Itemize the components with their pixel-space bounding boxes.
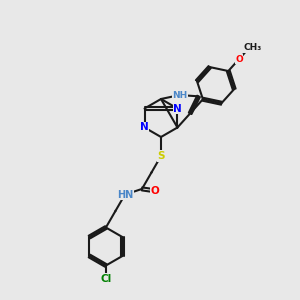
Text: CH₃: CH₃ <box>243 43 261 52</box>
Text: S: S <box>157 151 165 161</box>
Text: N: N <box>140 122 149 133</box>
Text: NH: NH <box>172 91 187 100</box>
Text: Cl: Cl <box>100 274 112 284</box>
Text: N: N <box>173 103 182 113</box>
Text: O: O <box>151 186 160 196</box>
Text: HN: HN <box>117 190 133 200</box>
Text: O: O <box>235 55 243 64</box>
